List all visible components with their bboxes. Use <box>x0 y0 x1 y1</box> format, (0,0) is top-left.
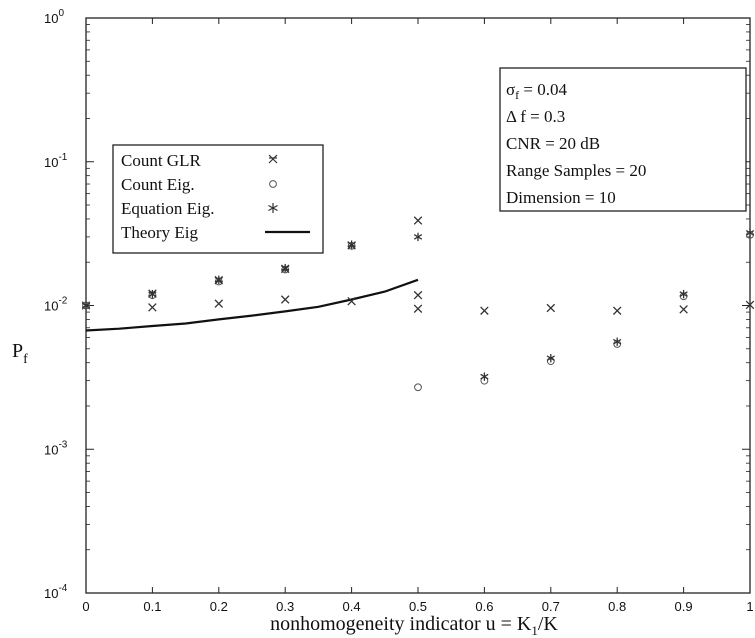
star-stroke <box>81 302 91 309</box>
point-count-glr <box>214 275 224 285</box>
marker-layer <box>81 216 755 392</box>
point-equation-eig <box>745 228 755 238</box>
x-tick-label: 0.4 <box>343 599 361 614</box>
point-count-glr <box>413 304 423 313</box>
param-delta-f: Δ f = 0.3 <box>506 107 565 126</box>
point-equation-eig <box>613 337 622 346</box>
point-count-glr <box>745 300 755 310</box>
x-tick-label: 0 <box>82 599 89 614</box>
point-count-glr <box>280 295 290 304</box>
series-line-theory-eig <box>85 278 419 332</box>
point-count-glr <box>480 306 489 315</box>
star-stroke <box>613 338 622 345</box>
x-stroke <box>480 306 489 315</box>
param-range-samples: Range Samples = 20 <box>506 161 646 180</box>
x-stroke <box>413 216 423 225</box>
x-axis-ticks: 0 0.1 0.2 0.3 0.4 0.5 0.6 0.7 0.8 0.9 1 <box>82 18 754 614</box>
x-stroke <box>347 241 356 250</box>
x-tick-label: 0.3 <box>276 599 294 614</box>
x-stroke <box>148 303 157 312</box>
x-tick-label: 1 <box>746 599 753 614</box>
legend-marker-star-icon <box>268 203 278 213</box>
legend-label-count-eig: Count Eig. <box>121 175 195 194</box>
param-cnr: CNR = 20 dB <box>506 134 600 153</box>
point-count-eig <box>414 383 422 392</box>
point-equation-eig <box>81 301 91 310</box>
x-stroke <box>280 295 290 304</box>
y-tick-label: 100 <box>44 8 64 26</box>
x-axis-label: nonhomogeneity indicator u = K1/K <box>270 613 558 638</box>
point-count-glr <box>679 305 688 314</box>
point-equation-eig <box>480 372 489 381</box>
x-stroke <box>280 264 290 274</box>
point-count-glr <box>413 290 423 300</box>
parameter-frame <box>499 67 747 212</box>
star-stroke <box>745 230 755 236</box>
point-count-glr <box>347 297 356 306</box>
param-sigma: σf = 0.04 <box>506 80 568 102</box>
point-count-glr <box>612 306 622 315</box>
x-tick-label: 0.1 <box>143 599 161 614</box>
star-stroke <box>413 234 423 240</box>
legend-label-equation-eig: Equation Eig. <box>121 199 214 218</box>
y-axis-label: Pf <box>12 340 28 367</box>
point-equation-eig <box>679 289 688 299</box>
point-equation-eig <box>413 232 423 242</box>
x-tick-label: 0.9 <box>675 599 693 614</box>
point-count-glr <box>148 303 157 312</box>
theory-curve-layer <box>85 278 419 332</box>
legend-marker-x-icon <box>268 154 278 164</box>
x-stroke <box>214 299 224 308</box>
y-tick-label: 10-4 <box>44 583 68 601</box>
x-stroke <box>214 275 224 285</box>
star-stroke <box>480 373 489 380</box>
legend-frame <box>112 144 324 254</box>
point-count-glr <box>148 289 157 298</box>
x-stroke <box>347 297 356 306</box>
point-count-glr <box>347 241 356 250</box>
x-stroke <box>148 289 157 298</box>
y-tick-label: 10-1 <box>44 152 68 170</box>
point-count-glr <box>214 299 224 308</box>
point-equation-eig <box>546 353 555 363</box>
x-tick-label: 0.7 <box>542 599 560 614</box>
x-tick-label: 0.5 <box>409 599 427 614</box>
legend: Count GLR Count Eig. Equation Eig. Theor… <box>112 144 324 254</box>
y-axis-ticks: 100 10-1 10-2 10-3 10-4 <box>44 8 750 601</box>
x-stroke <box>413 304 423 313</box>
star-stroke <box>546 355 555 362</box>
point-count-glr <box>280 264 290 274</box>
x-stroke <box>546 303 556 313</box>
x-tick-label: 0.6 <box>475 599 493 614</box>
x-tick-label: 0.8 <box>608 599 626 614</box>
y-tick-label: 10-2 <box>44 296 68 314</box>
param-dimension: Dimension = 10 <box>506 188 616 207</box>
point-count-glr <box>413 216 423 225</box>
y-tick-label: 10-3 <box>44 439 68 457</box>
parameter-box: σf = 0.04 Δ f = 0.3 CNR = 20 dB Range Sa… <box>499 67 747 212</box>
star-stroke <box>679 291 688 297</box>
x-stroke <box>612 306 622 315</box>
x-tick-label: 0.2 <box>210 599 228 614</box>
x-stroke <box>745 300 755 310</box>
x-stroke <box>413 290 423 300</box>
legend-marker-circle-icon <box>269 180 277 188</box>
legend-label-theory-eig: Theory Eig <box>121 223 198 242</box>
x-stroke <box>679 305 688 314</box>
legend-label-count-glr: Count GLR <box>121 151 201 170</box>
point-count-glr <box>546 303 556 313</box>
